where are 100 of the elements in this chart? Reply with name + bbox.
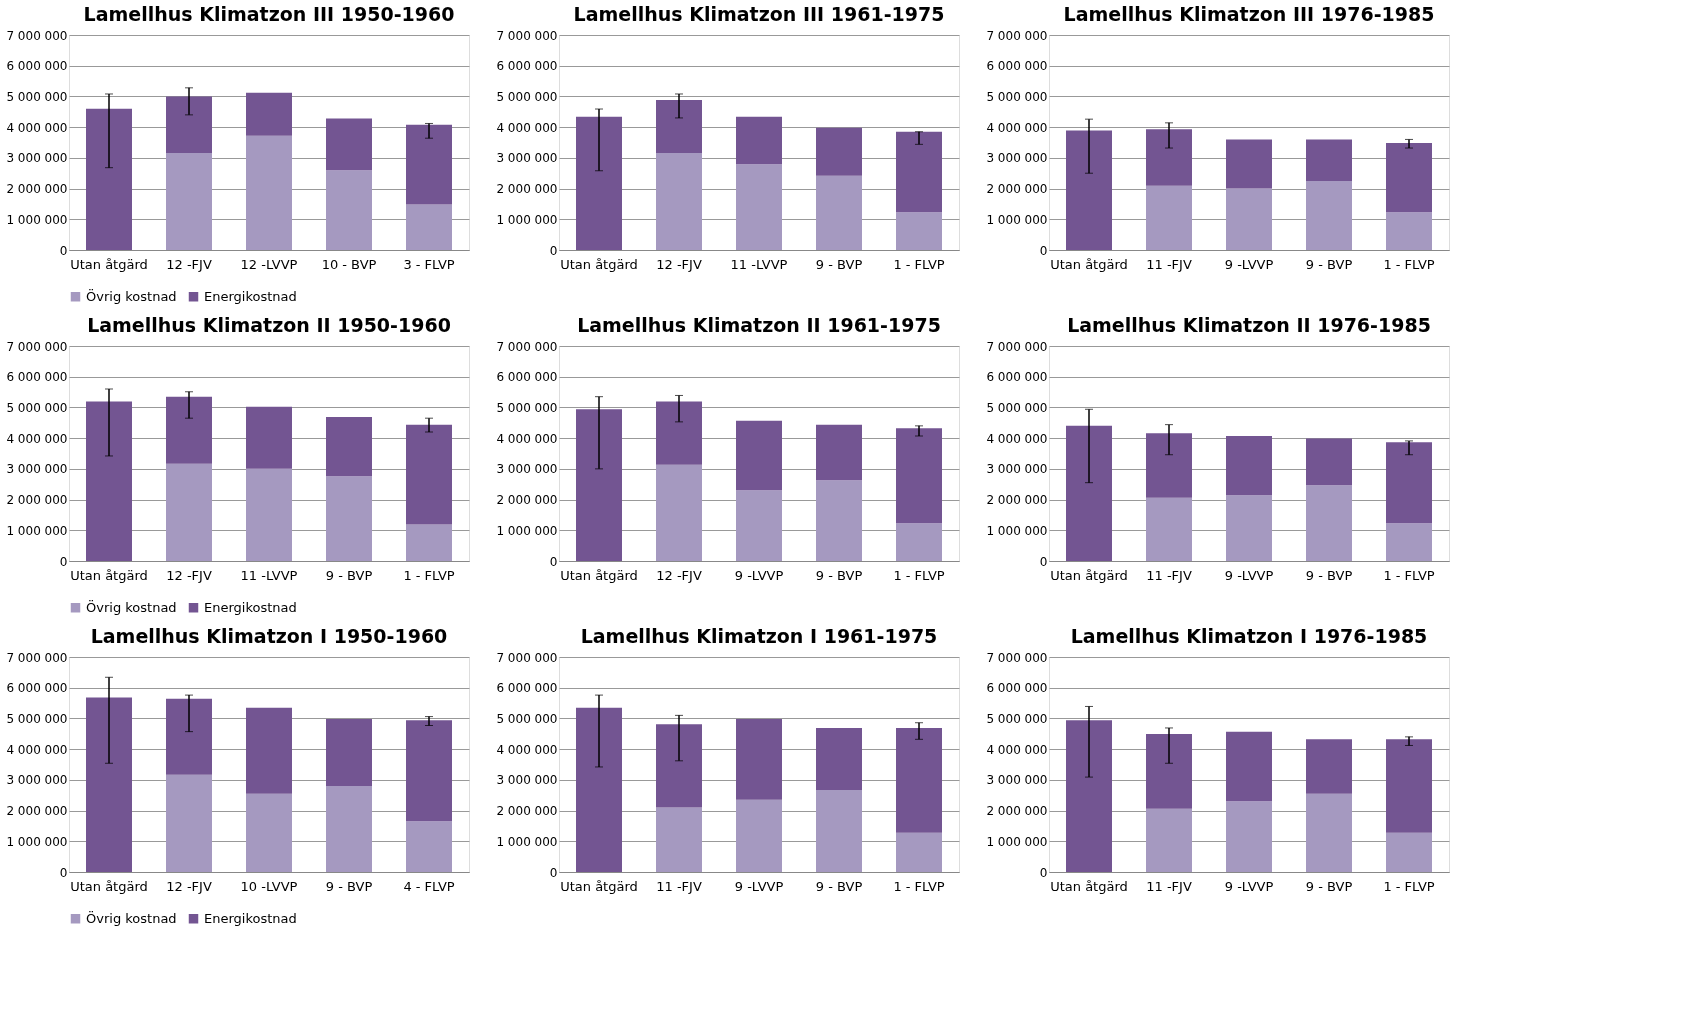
x-tick-label: 12 -FJV <box>166 878 212 894</box>
y-tick-label: 1 000 000 <box>6 212 68 227</box>
y-tick-label: 1 000 000 <box>986 834 1048 849</box>
bar <box>1306 139 1352 181</box>
y-tick-label: 0 <box>1039 243 1048 258</box>
y-tick-label: 1 000 000 <box>496 523 558 538</box>
chart-title: Lamellhus Klimatzon II 1950-1960 <box>87 314 451 336</box>
bar <box>736 799 782 872</box>
chart-title: Lamellhus Klimatzon III 1976-1985 <box>1063 3 1435 25</box>
y-tick-label: 7 000 000 <box>6 339 68 354</box>
bar <box>1386 832 1432 872</box>
bar <box>736 116 782 165</box>
x-tick-label: Utan åtgärd <box>560 878 638 894</box>
bar <box>326 476 372 561</box>
x-tick-label: 1 - FLVP <box>1383 256 1435 272</box>
bar <box>1146 129 1192 186</box>
bar <box>166 774 212 872</box>
x-tick-label: 1 - FLVP <box>893 256 945 272</box>
x-tick-label: 9 - BVP <box>325 567 373 583</box>
bar <box>1226 495 1272 561</box>
legend-label: Energikostnad <box>204 910 297 926</box>
bar <box>406 821 452 872</box>
bar <box>326 416 372 477</box>
bar <box>406 124 452 205</box>
y-tick-label: 1 000 000 <box>496 834 558 849</box>
x-tick-label: Utan åtgärd <box>1050 567 1128 583</box>
y-tick-label: 3 000 000 <box>986 773 1048 788</box>
bar <box>576 707 622 872</box>
y-tick-label: 5 000 000 <box>6 400 68 415</box>
bar <box>1146 497 1192 561</box>
x-tick-label: 11 -LVVP <box>730 256 788 272</box>
y-tick-label: 3 000 000 <box>6 773 68 788</box>
x-tick-label: 4 - FLVP <box>403 878 455 894</box>
bar <box>1226 188 1272 250</box>
x-tick-label: 9 - BVP <box>815 567 863 583</box>
x-tick-label: 1 - FLVP <box>1383 567 1435 583</box>
bar <box>896 212 942 250</box>
y-tick-label: 2 000 000 <box>6 493 68 508</box>
y-tick-label: 5 000 000 <box>986 400 1048 415</box>
bar <box>246 92 292 136</box>
bar <box>1146 808 1192 872</box>
bar <box>656 724 702 808</box>
bar <box>246 793 292 872</box>
y-tick-label: 3 000 000 <box>986 151 1048 166</box>
y-tick-label: 7 000 000 <box>496 28 558 43</box>
x-tick-label: 1 - FLVP <box>1383 878 1435 894</box>
y-tick-label: 6 000 000 <box>6 370 68 385</box>
y-tick-label: 5 000 000 <box>6 89 68 104</box>
y-tick-label: 6 000 000 <box>986 59 1048 74</box>
bar <box>1306 485 1352 561</box>
y-tick-label: 6 000 000 <box>6 681 68 696</box>
x-tick-label: 11 -FJV <box>1146 878 1192 894</box>
y-tick-label: 0 <box>549 243 558 258</box>
x-tick-label: 9 -LVVP <box>734 878 784 894</box>
bar <box>1386 739 1432 833</box>
y-tick-label: 4 000 000 <box>496 431 558 446</box>
y-tick-label: 3 000 000 <box>986 462 1048 477</box>
x-tick-label: 1 - FLVP <box>893 878 945 894</box>
x-tick-label: 9 - BVP <box>1305 878 1353 894</box>
x-tick-label: Utan åtgärd <box>1050 256 1128 272</box>
chart-title: Lamellhus Klimatzon I 1976-1985 <box>1070 625 1428 647</box>
bar <box>656 464 702 561</box>
x-tick-label: 1 - FLVP <box>403 567 455 583</box>
y-tick-label: 5 000 000 <box>496 89 558 104</box>
legend-label: Övrig kostnad <box>86 598 177 615</box>
x-tick-label: Utan åtgärd <box>70 567 148 583</box>
y-tick-label: 3 000 000 <box>6 151 68 166</box>
bar <box>1146 185 1192 250</box>
x-tick-label: 11 -FJV <box>1146 256 1192 272</box>
y-tick-label: 2 000 000 <box>986 804 1048 819</box>
bar <box>576 116 622 250</box>
bar <box>656 152 702 250</box>
bar <box>1226 139 1272 189</box>
bar <box>656 100 702 153</box>
y-tick-label: 7 000 000 <box>986 650 1048 665</box>
bar <box>1306 438 1352 486</box>
bar <box>1066 130 1112 250</box>
y-tick-label: 7 000 000 <box>6 650 68 665</box>
bar <box>1146 734 1192 809</box>
y-tick-label: 7 000 000 <box>986 339 1048 354</box>
y-tick-label: 6 000 000 <box>986 370 1048 385</box>
bar <box>406 204 452 250</box>
y-tick-label: 6 000 000 <box>986 681 1048 696</box>
bar <box>896 131 942 213</box>
bar <box>896 523 942 561</box>
chart-title: Lamellhus Klimatzon III 1950-1960 <box>83 3 455 25</box>
x-tick-label: 1 - FLVP <box>893 567 945 583</box>
x-tick-label: 9 -LVVP <box>1224 878 1274 894</box>
y-tick-label: 0 <box>549 554 558 569</box>
bar <box>1386 143 1432 213</box>
y-tick-label: 4 000 000 <box>496 120 558 135</box>
bar <box>576 409 622 561</box>
x-tick-label: 12 -FJV <box>656 567 702 583</box>
y-tick-label: 7 000 000 <box>496 339 558 354</box>
bar <box>816 424 862 481</box>
chart-title: Lamellhus Klimatzon II 1976-1985 <box>1067 314 1431 336</box>
y-tick-label: 2 000 000 <box>6 182 68 197</box>
y-tick-label: 0 <box>1039 865 1048 880</box>
y-tick-label: 4 000 000 <box>6 120 68 135</box>
bar <box>816 727 862 790</box>
